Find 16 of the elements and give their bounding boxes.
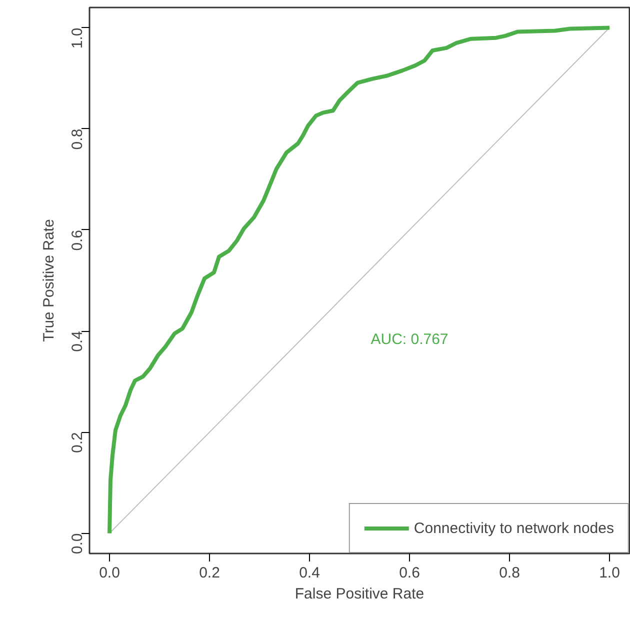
x-tick-label: 0.8: [499, 564, 520, 582]
y-tick-label: 0.0: [69, 533, 86, 554]
x-tick-label: 0.6: [399, 564, 420, 582]
y-axis-title: True Positive Rate: [40, 219, 58, 342]
x-tick-label: 0.0: [99, 564, 120, 582]
y-tick-label: 0.6: [69, 230, 86, 251]
x-tick-label: 1.0: [599, 564, 620, 582]
y-tick-label: 0.2: [69, 432, 86, 454]
y-tick-label: 0.4: [69, 331, 86, 352]
y-tick-label: 1.0: [69, 28, 86, 49]
legend-label: Connectivity to network nodes: [414, 520, 614, 536]
x-tick-label: 0.4: [299, 564, 320, 582]
annotation: AUC: 0.767: [370, 331, 448, 348]
x-tick-label: 0.2: [199, 564, 220, 582]
y-tick-label: 0.8: [69, 128, 86, 150]
x-axis-title: False Positive Rate: [294, 586, 424, 602]
